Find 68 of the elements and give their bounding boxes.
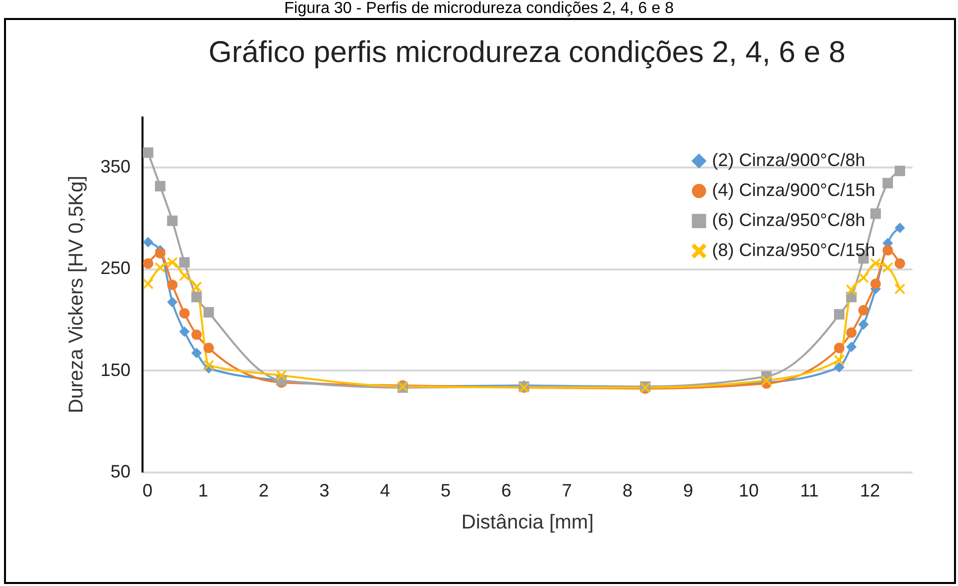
x-tick-label: 4 [380, 480, 390, 500]
point [894, 166, 906, 176]
point [203, 360, 214, 370]
point [834, 342, 844, 354]
x-tick-label: 8 [622, 480, 633, 500]
point [179, 326, 190, 337]
point [882, 178, 893, 188]
x-tick-label: 1 [198, 480, 208, 500]
point [203, 342, 214, 354]
point [870, 208, 881, 219]
x-axis-title: Distância [mm] [461, 512, 594, 534]
y-tick-label: 350 [100, 156, 130, 176]
point [834, 362, 844, 372]
point [882, 245, 893, 256]
point [858, 319, 869, 330]
x-tick-label: 6 [501, 480, 512, 500]
point [894, 284, 906, 294]
legend-label: (6) Cinza/950°C/8h [712, 210, 866, 230]
x-tick-label: 9 [683, 480, 694, 500]
legend-label: (8) Cinza/950°C/15h [712, 240, 876, 260]
point [154, 180, 166, 192]
x-tick-label: 7 [562, 480, 572, 500]
point [834, 309, 844, 320]
x-tick-label: 2 [258, 480, 269, 500]
point [179, 257, 190, 268]
point [179, 270, 190, 281]
point [167, 216, 178, 226]
point [191, 282, 202, 292]
point [894, 222, 906, 234]
y-axis-title: Dureza Vickers [HV 0,5Kg] [65, 176, 88, 414]
y-tick-label: 50 [110, 462, 130, 482]
y-tick-label: 150 [100, 360, 130, 380]
point [191, 329, 202, 340]
point [870, 258, 881, 269]
point [834, 354, 844, 366]
point [870, 278, 881, 290]
point [179, 308, 190, 319]
legend-label: (2) Cinza/900°C/8h [712, 150, 866, 170]
x-tick-label: 5 [440, 480, 451, 500]
point [882, 262, 893, 273]
legend-label: (4) Cinza/900°C/15h [712, 180, 876, 200]
point [142, 258, 154, 269]
x-tick-label: 0 [142, 480, 153, 500]
x-tick-label: 11 [800, 480, 819, 500]
point [167, 296, 178, 308]
point [858, 272, 869, 283]
point [167, 280, 178, 290]
point [276, 370, 287, 381]
x-tick-label: 3 [319, 480, 330, 500]
point [846, 327, 857, 338]
point [142, 147, 154, 158]
chart-title: Gráfico perfis microdureza condições 2, 4, 6 e 8 [208, 36, 846, 69]
point [142, 236, 154, 248]
point [154, 248, 166, 259]
point [167, 257, 178, 268]
point [846, 284, 857, 296]
x-tick-label: 10 [738, 480, 759, 500]
point [142, 278, 154, 290]
point [154, 262, 166, 273]
point [203, 307, 214, 318]
point [858, 305, 869, 316]
point [894, 258, 906, 269]
x-tick-label: 12 [860, 480, 880, 500]
y-tick-label: 250 [100, 258, 130, 278]
point [191, 348, 202, 358]
point [191, 292, 202, 302]
text: Figura 30 - Perfis de microdureza condições 2, 4, 6 e 8 [283, 0, 675, 18]
point [846, 342, 857, 352]
